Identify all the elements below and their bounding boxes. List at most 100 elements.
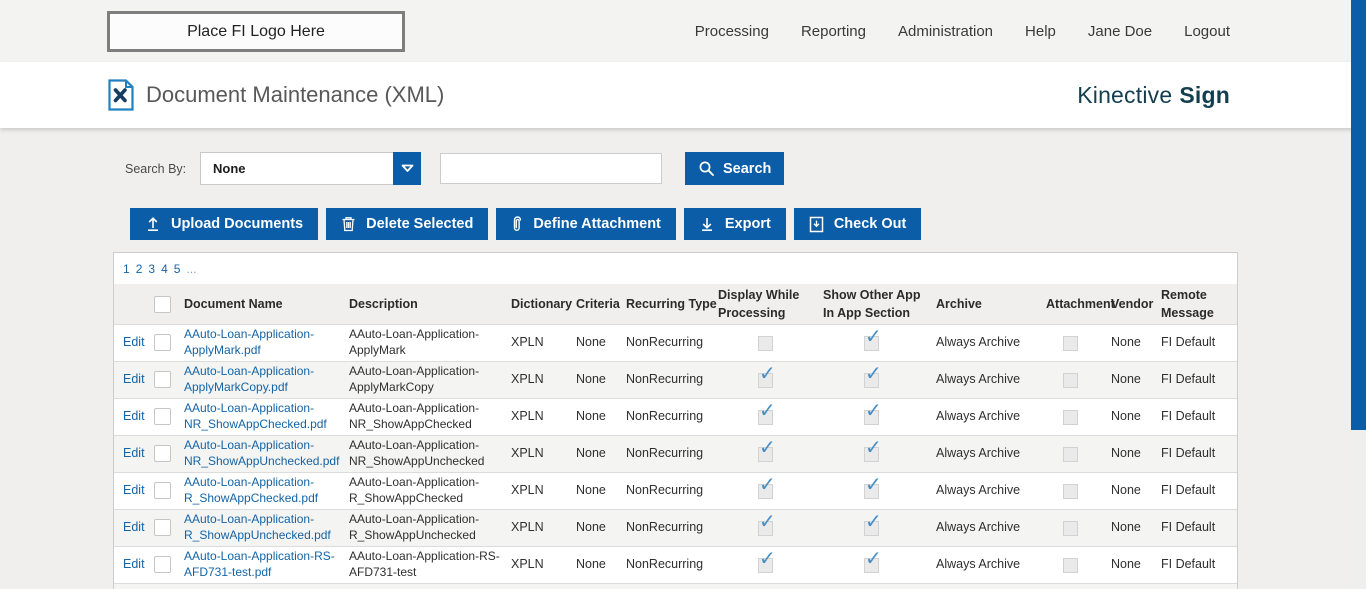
- pagination: 1 2 3 4 5...: [114, 253, 1237, 284]
- cell-criteria: None: [576, 446, 606, 461]
- cell-vendor: None: [1111, 409, 1141, 424]
- cell-recurring-type: NonRecurring: [626, 557, 704, 572]
- row-checkbox[interactable]: [154, 334, 171, 352]
- row-checkbox[interactable]: [154, 556, 171, 574]
- cell-remote-message: FI Default: [1161, 520, 1216, 535]
- cell-show-other-app-in-app-section: ✓: [823, 361, 936, 398]
- cell-show-other-app-in-app-section: ✓: [823, 546, 936, 583]
- top-nav: Processing Reporting Administration Help Jan…: [695, 0, 1230, 62]
- delete-selected-button[interactable]: Delete Selected: [326, 208, 489, 240]
- edit-link[interactable]: Edit: [123, 557, 145, 572]
- page-link-3[interactable]: 3: [148, 261, 156, 276]
- search-input[interactable]: [440, 153, 662, 184]
- upload-documents-button[interactable]: Upload Documents: [130, 208, 319, 240]
- cell-show-other-app-in-app-section: ✓: [823, 435, 936, 472]
- cell-attachment: [1046, 361, 1111, 398]
- search-by-dropdown[interactable]: None: [200, 152, 421, 185]
- check-out-button[interactable]: Check Out: [793, 208, 922, 240]
- cell-show-other-app-in-app-section: [823, 583, 936, 589]
- cell-vendor: None: [1111, 483, 1141, 498]
- page-link-5[interactable]: 5: [173, 261, 181, 276]
- search-button[interactable]: Search: [685, 152, 785, 185]
- edit-link[interactable]: Edit: [123, 409, 145, 424]
- nav-item-processing[interactable]: Processing: [694, 22, 769, 40]
- nav-item-help[interactable]: Help: [1025, 22, 1056, 40]
- edit-cell: Edit: [114, 361, 154, 398]
- cell-remote-message: FI Default: [1161, 335, 1216, 350]
- table-row: Edit AAuto-Loan-Application-NR_ShowAppUnc…: [114, 435, 1237, 472]
- document-name-link[interactable]: AAuto-Loan-Application-R_ShowAppUnchecke…: [184, 511, 331, 542]
- edit-link[interactable]: Edit: [123, 372, 145, 387]
- attachment-checkbox: [1063, 520, 1078, 536]
- cell-recurring-type: NonRecurring: [626, 520, 704, 535]
- col-criteria: Criteria: [576, 296, 620, 311]
- cell-name: AAuto-Loan-Application-NR_ShowAppChecked…: [184, 398, 349, 435]
- document-name-link[interactable]: AAuto-Loan-Application-ApplyMarkCopy.pdf: [184, 363, 315, 394]
- scrollbar-track[interactable]: [1351, 0, 1366, 589]
- cell-attachment: [1046, 509, 1111, 546]
- brand-logo: Kinective Sign: [1077, 62, 1230, 128]
- cell-display-while-processing: ✓: [718, 509, 823, 546]
- check-icon: ✓: [865, 362, 882, 385]
- cell-dictionary: XPLN: [511, 483, 544, 498]
- nav-item-jane-doe[interactable]: Jane Doe: [1087, 22, 1153, 40]
- nav-item-logout[interactable]: Logout: [1184, 22, 1230, 40]
- document-name-link[interactable]: AAuto-Loan-Application-NR_ShowAppChecked…: [184, 400, 327, 431]
- select-all-checkbox[interactable]: [154, 295, 171, 313]
- export-button[interactable]: Export: [683, 208, 786, 240]
- page-title: Document Maintenance (XML): [146, 82, 445, 107]
- col-show-other-app-in-app-section: Show Other App In App Section: [823, 287, 921, 320]
- cell-vendor: None: [1111, 520, 1141, 535]
- edit-link[interactable]: Edit: [123, 335, 145, 350]
- edit-cell: Edit: [114, 546, 154, 583]
- edit-link[interactable]: Edit: [123, 520, 145, 535]
- fi-logo-placeholder: Place FI Logo Here: [107, 11, 405, 52]
- check-icon: ✓: [759, 436, 776, 459]
- col-dictionary: Dictionary: [511, 296, 573, 311]
- row-checkbox[interactable]: [154, 371, 171, 389]
- document-name-link[interactable]: AAuto-Loan-Application-ApplyMark.pdf: [184, 326, 315, 357]
- define-attachment-button[interactable]: Define Attachment: [496, 208, 676, 240]
- cell-description: AAuto-Loan-Application-ApplyMark: [349, 326, 480, 357]
- cell-criteria: None: [576, 483, 606, 498]
- nav-item-reporting[interactable]: Reporting: [800, 22, 866, 40]
- cell-criteria: None: [576, 557, 606, 572]
- row-checkbox[interactable]: [154, 445, 171, 463]
- cell-vendor: None: [1111, 557, 1141, 572]
- paperclip-icon: [511, 215, 523, 233]
- page-ellipsis[interactable]: ...: [186, 261, 197, 276]
- check-icon: ✓: [759, 399, 776, 422]
- table-row: Edit AAuto-Loan-Application-RS-AAuto-Loan…: [114, 583, 1237, 589]
- edit-link[interactable]: Edit: [123, 446, 145, 461]
- attachment-checkbox: [1063, 483, 1078, 499]
- page-link-4[interactable]: 4: [161, 261, 168, 276]
- search-by-selected-value: None: [213, 161, 246, 176]
- document-name-link[interactable]: AAuto-Loan-Application-NR_ShowAppUncheck…: [184, 437, 340, 468]
- nav-item-administration[interactable]: Administration: [897, 22, 994, 40]
- page-link-1[interactable]: 1: [123, 261, 130, 276]
- toolbar: Upload Documents Delete Selected Define At…: [130, 208, 922, 240]
- attachment-checkbox: [1063, 557, 1078, 573]
- table-row: Edit AAuto-Loan-Application-R_ShowAppChec…: [114, 472, 1237, 509]
- document-name-link[interactable]: AAuto-Loan-Application-R_ShowAppChecked.…: [184, 474, 319, 505]
- cell-name: AAuto-Loan-Application-R_ShowAppChecked.…: [184, 472, 349, 509]
- show-other-app-in-app-section-checkbox: ✓: [864, 401, 882, 425]
- col-display-while-processing: Display While Processing: [718, 287, 800, 320]
- cell-archive: Always Archive: [936, 409, 1021, 424]
- document-name-link[interactable]: AAuto-Loan-Application-RS-AFD731-test.pd…: [184, 548, 335, 579]
- chevron-down-icon[interactable]: [393, 152, 421, 185]
- table-row: Edit AAuto-Loan-Application-R_ShowAppUnch…: [114, 509, 1237, 546]
- cell-archive: Always Archive: [936, 335, 1021, 350]
- cell-dictionary: [511, 583, 576, 589]
- row-checkbox[interactable]: [154, 519, 171, 537]
- scrollbar-thumb[interactable]: [1351, 0, 1366, 430]
- cell-recurring-type: NonRecurring: [626, 483, 704, 498]
- check-icon: ✓: [759, 547, 776, 570]
- edit-cell: Edit: [114, 509, 154, 546]
- edit-link[interactable]: Edit: [123, 483, 145, 498]
- row-checkbox[interactable]: [154, 482, 171, 500]
- page-link-2[interactable]: 2: [135, 261, 143, 276]
- cell-vendor: None: [1111, 446, 1141, 461]
- row-checkbox[interactable]: [154, 408, 171, 426]
- cell-description: AAuto-Loan-Application-RS-: [349, 583, 511, 589]
